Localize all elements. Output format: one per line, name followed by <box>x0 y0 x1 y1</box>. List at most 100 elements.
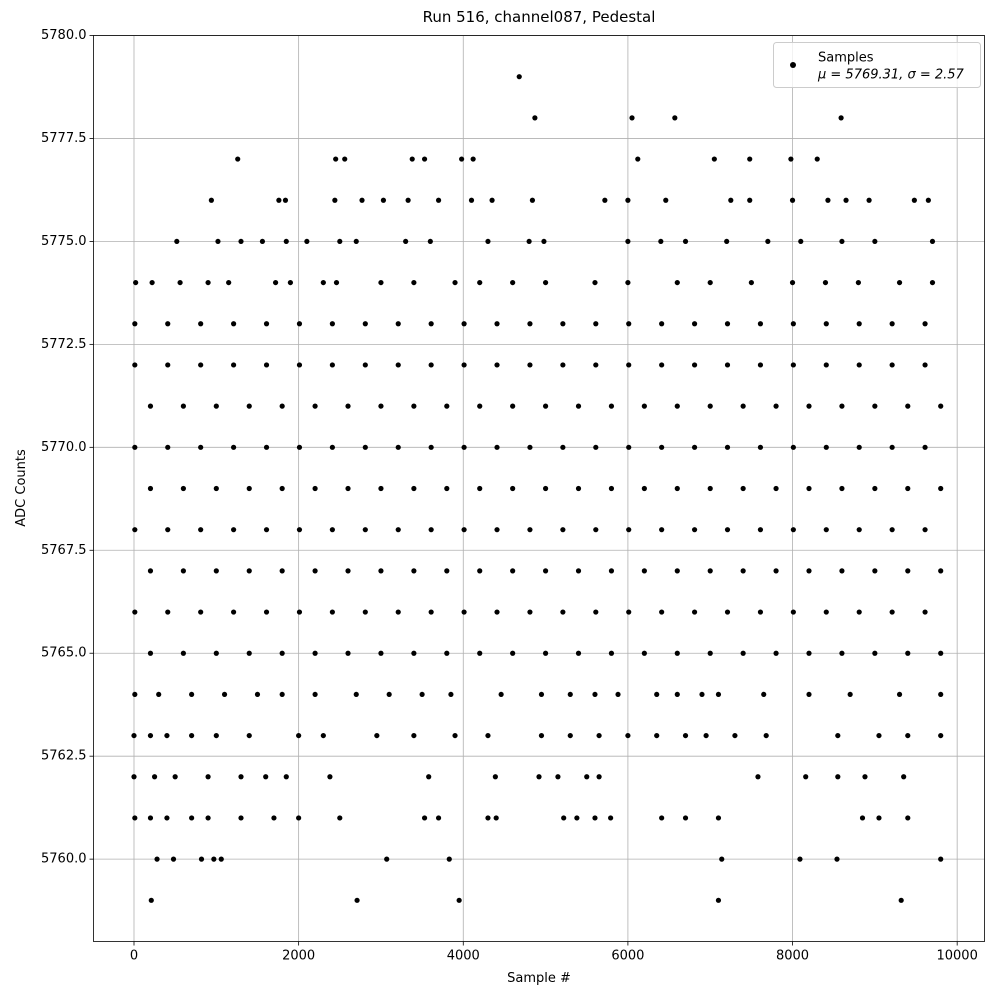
point <box>659 362 665 368</box>
point <box>421 815 428 821</box>
point <box>608 403 615 409</box>
point <box>707 279 713 286</box>
point <box>452 279 458 286</box>
point <box>132 362 138 368</box>
point <box>592 691 598 698</box>
point <box>905 650 911 656</box>
point <box>790 321 796 327</box>
point <box>560 362 566 368</box>
point <box>254 691 261 698</box>
point <box>198 609 204 615</box>
point <box>426 774 432 780</box>
point <box>320 732 326 739</box>
point <box>691 444 698 450</box>
point <box>198 444 204 450</box>
point <box>823 609 829 615</box>
point <box>925 197 931 203</box>
point <box>231 527 237 533</box>
point <box>205 815 211 821</box>
point <box>542 279 549 286</box>
point <box>911 197 917 203</box>
point <box>165 527 171 533</box>
point <box>132 609 138 615</box>
point <box>876 732 882 739</box>
point <box>823 444 829 450</box>
point <box>353 691 359 698</box>
point <box>593 609 599 615</box>
point <box>468 197 475 203</box>
point <box>856 527 862 533</box>
point <box>905 568 911 574</box>
point <box>929 279 936 286</box>
point <box>485 815 491 821</box>
point <box>724 527 731 533</box>
point <box>626 321 632 327</box>
point <box>889 444 895 450</box>
point <box>567 691 573 698</box>
point <box>380 197 387 203</box>
point <box>625 732 631 739</box>
point <box>493 815 499 821</box>
point <box>421 156 428 162</box>
point <box>235 156 241 162</box>
point <box>896 691 903 698</box>
point <box>536 774 542 780</box>
y-tick-label: 5760.0 <box>41 852 87 867</box>
point <box>362 609 368 615</box>
point <box>147 650 154 656</box>
point <box>839 568 845 574</box>
point <box>151 774 158 780</box>
point <box>659 321 665 327</box>
point <box>922 321 928 327</box>
point <box>635 156 641 162</box>
y-tick-label: 5765.0 <box>41 646 87 661</box>
point <box>898 897 904 903</box>
point <box>477 403 483 409</box>
point <box>132 691 138 698</box>
point <box>641 485 647 492</box>
point <box>788 156 794 162</box>
y-axis-label: ADC Counts <box>14 449 29 527</box>
point <box>905 815 911 821</box>
point <box>561 815 567 821</box>
point <box>395 609 401 615</box>
point <box>461 609 467 615</box>
point <box>674 568 680 574</box>
point <box>246 732 252 739</box>
point <box>765 238 771 245</box>
point <box>757 444 764 450</box>
point <box>659 444 665 450</box>
point <box>724 321 731 327</box>
point <box>246 650 252 656</box>
point <box>560 444 566 450</box>
point <box>494 444 500 450</box>
point <box>592 815 598 821</box>
point <box>510 403 516 409</box>
point <box>329 444 335 450</box>
point <box>789 197 796 203</box>
point <box>938 732 944 739</box>
point <box>384 856 390 862</box>
point <box>724 238 730 245</box>
point <box>575 403 582 409</box>
point <box>147 568 154 574</box>
point <box>494 362 500 368</box>
point <box>395 527 401 533</box>
point <box>584 774 590 780</box>
point <box>362 527 368 533</box>
point <box>189 815 195 821</box>
point <box>435 815 442 821</box>
point <box>329 362 335 368</box>
point <box>312 568 318 574</box>
point <box>148 897 154 903</box>
point <box>378 403 384 409</box>
point <box>567 732 573 739</box>
point <box>296 527 303 533</box>
point <box>337 238 343 245</box>
point <box>492 774 498 780</box>
point <box>411 279 417 286</box>
point <box>526 238 532 245</box>
point <box>165 444 171 450</box>
point <box>238 815 244 821</box>
point <box>732 732 738 739</box>
